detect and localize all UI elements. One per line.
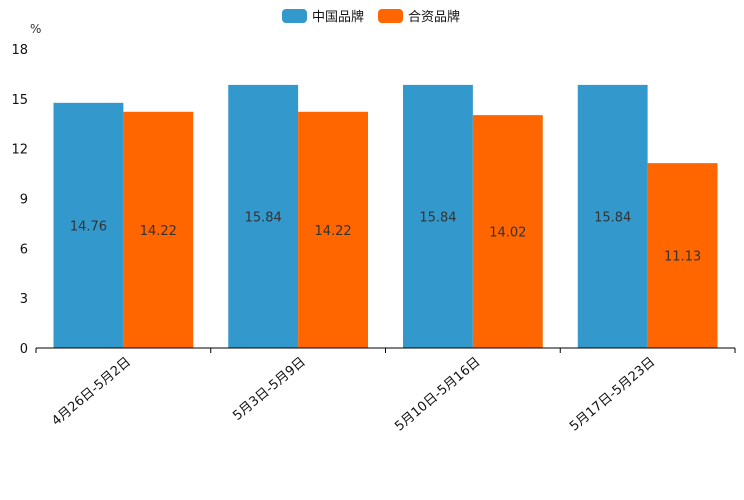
- legend-label: 合资品牌: [408, 9, 460, 25]
- x-tick-label: 4月26日-5月2日: [49, 355, 134, 430]
- legend-swatch: [378, 9, 403, 23]
- y-tick-label: 0: [20, 342, 28, 357]
- legend: 中国品牌 合资品牌: [282, 9, 460, 25]
- bar[interactable]: [298, 111, 368, 348]
- bar[interactable]: [403, 84, 473, 348]
- y-unit-label: %: [30, 22, 41, 36]
- y-tick-label: 9: [20, 193, 28, 208]
- y-tick-label: 15: [11, 93, 28, 108]
- x-tick-label: 5月10日-5月16日: [392, 355, 483, 435]
- y-tick-label: 18: [11, 43, 28, 58]
- bar-value-label: 15.84: [419, 210, 456, 225]
- bar-value-label: 15.84: [245, 210, 282, 225]
- bar[interactable]: [53, 102, 124, 348]
- x-axis: 4月26日-5月2日 5月3日-5月9日 5月10日-5月16日 5月17日-5月23…: [35, 347, 736, 435]
- bar[interactable]: [228, 84, 299, 348]
- bar-value-label: 11.13: [664, 250, 701, 265]
- y-tick-label: 6: [20, 242, 28, 257]
- bar[interactable]: [647, 163, 718, 348]
- legend-label: 中国品牌: [312, 9, 364, 25]
- bar[interactable]: [577, 84, 648, 348]
- bar[interactable]: [123, 111, 194, 348]
- bar-value-label: 14.22: [314, 224, 351, 239]
- bar[interactable]: [472, 115, 543, 349]
- bars: 14.76 15.84 15.84 15.84 14.22 14.22 14.02 11.13: [53, 84, 718, 349]
- y-tick-label: 12: [11, 143, 28, 158]
- y-tick-label: 3: [20, 292, 28, 307]
- legend-item[interactable]: 合资品牌: [378, 9, 460, 25]
- x-tick-label: 5月17日-5月23日: [567, 355, 658, 435]
- legend-item[interactable]: 中国品牌: [282, 9, 364, 25]
- bar-value-label: 14.02: [489, 226, 526, 241]
- x-tick-label: 5月3日-5月9日: [230, 355, 308, 424]
- bar-value-label: 15.84: [594, 210, 631, 225]
- y-axis: 0 3 6 9 12 15 18: [11, 43, 28, 357]
- bar-value-label: 14.76: [70, 219, 107, 234]
- legend-swatch: [282, 9, 307, 23]
- bar-value-label: 14.22: [140, 224, 177, 239]
